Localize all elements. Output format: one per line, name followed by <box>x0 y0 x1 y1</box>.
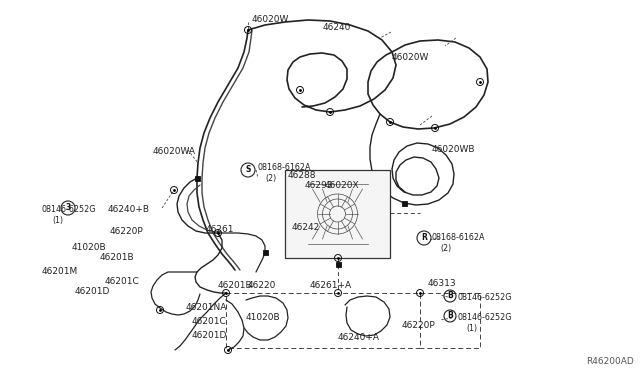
Bar <box>401 201 406 205</box>
Text: 46020WB: 46020WB <box>432 145 476 154</box>
Text: B: B <box>447 311 453 321</box>
Text: 46201B: 46201B <box>100 253 134 263</box>
Text: 46293: 46293 <box>305 182 333 190</box>
Text: 46240+B: 46240+B <box>108 205 150 215</box>
Text: 46020W: 46020W <box>392 54 429 62</box>
Text: 46220P: 46220P <box>110 228 144 237</box>
Text: 08146-6252G: 08146-6252G <box>458 314 513 323</box>
Bar <box>285 170 390 258</box>
Text: 08168-6162A: 08168-6162A <box>432 234 486 243</box>
Text: 46261: 46261 <box>206 225 234 234</box>
Text: 46020WA: 46020WA <box>153 148 196 157</box>
Text: B: B <box>447 292 453 301</box>
Text: (2): (2) <box>440 244 451 253</box>
Text: 46288: 46288 <box>288 170 317 180</box>
Text: 46313: 46313 <box>428 279 456 289</box>
Text: (1): (1) <box>52 215 63 224</box>
Text: 46220P: 46220P <box>402 321 436 330</box>
Text: 46201D: 46201D <box>192 331 227 340</box>
Text: (2): (2) <box>265 173 276 183</box>
Text: 46201D: 46201D <box>75 288 110 296</box>
Text: S: S <box>245 166 251 174</box>
Text: 3: 3 <box>65 203 70 212</box>
Text: 41020B: 41020B <box>246 314 280 323</box>
Text: 08168-6162A: 08168-6162A <box>258 164 312 173</box>
Text: 46201C: 46201C <box>105 278 140 286</box>
Text: 46240: 46240 <box>323 23 351 32</box>
Text: R46200AD: R46200AD <box>586 357 634 366</box>
Bar <box>262 250 268 254</box>
Text: 46201M: 46201M <box>42 267 78 276</box>
Text: R: R <box>421 234 427 243</box>
Bar <box>195 176 200 180</box>
Text: 46240+A: 46240+A <box>338 334 380 343</box>
Text: 46020X: 46020X <box>325 182 360 190</box>
Text: 08146-6252G: 08146-6252G <box>42 205 97 215</box>
Text: 46220: 46220 <box>248 282 276 291</box>
Text: 46201C: 46201C <box>192 317 227 327</box>
Text: 41020B: 41020B <box>72 244 107 253</box>
Text: 08146-6252G: 08146-6252G <box>458 294 513 302</box>
Text: 46201B: 46201B <box>218 282 253 291</box>
Text: (1): (1) <box>466 324 477 333</box>
Text: 46242: 46242 <box>292 224 320 232</box>
Bar <box>335 262 340 266</box>
Text: 46261+A: 46261+A <box>310 282 352 291</box>
Text: 46201NA: 46201NA <box>186 304 227 312</box>
Text: 46020W: 46020W <box>252 16 289 25</box>
